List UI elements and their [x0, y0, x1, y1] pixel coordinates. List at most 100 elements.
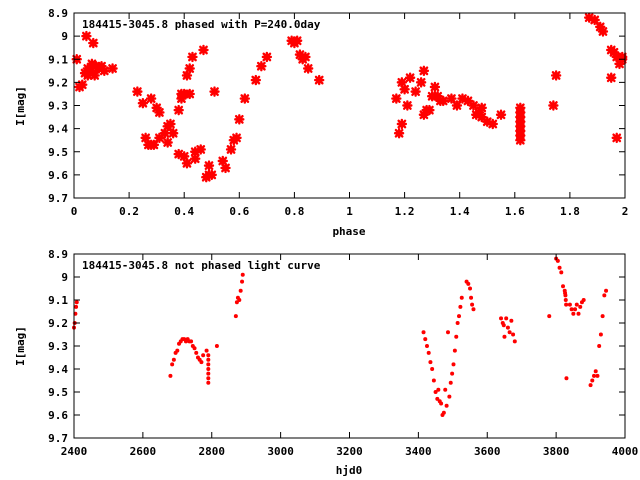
- data-point: [471, 307, 476, 312]
- unphased-light-curve-panel: 2400 2600 2800 3000 3200 3400 3600 3800 4000 8.9…: [14, 248, 638, 477]
- data-point: [443, 387, 448, 392]
- data-point: [396, 118, 408, 130]
- data-point: [563, 298, 568, 302]
- data-point: [300, 51, 311, 63]
- data-point: [137, 97, 149, 109]
- data-point: [451, 362, 456, 367]
- data-point: [165, 118, 176, 130]
- data-point: [499, 316, 504, 321]
- data-point: [564, 376, 569, 381]
- data-point: [448, 380, 453, 385]
- data-point: [429, 81, 441, 93]
- data-point: [88, 37, 99, 49]
- data-point: [555, 258, 560, 263]
- data-point: [220, 162, 231, 174]
- data-point: [583, 12, 595, 23]
- data-point: [466, 281, 471, 286]
- data-point: [234, 114, 245, 125]
- data-point: [402, 100, 413, 111]
- data-point: [240, 272, 245, 277]
- data-point: [564, 302, 569, 307]
- data-point: [393, 128, 405, 139]
- data-point: [511, 332, 516, 337]
- data-point: [473, 107, 485, 118]
- data-point: [515, 134, 526, 146]
- data-point: [77, 79, 88, 90]
- data-point: [444, 403, 449, 408]
- data-point: [261, 51, 273, 63]
- data-point: [557, 265, 562, 270]
- data-point: [148, 139, 160, 151]
- data-point: [206, 357, 211, 362]
- y-tick-label: 9.4: [48, 123, 68, 136]
- x-tick-label: 0.6: [229, 205, 249, 218]
- data-point: [457, 314, 462, 319]
- data-point: [181, 70, 193, 81]
- data-point: [198, 44, 209, 56]
- x-tick-label: 3800: [543, 445, 570, 458]
- x-tick-label: 1: [346, 205, 353, 218]
- data-point: [291, 35, 303, 46]
- y-tick-label: 9.7: [48, 432, 68, 445]
- unphased-x-ticks: 2400 2600 2800 3000 3200 3400 3600 3800 4000: [61, 254, 638, 458]
- data-point: [173, 148, 184, 160]
- data-point: [590, 378, 595, 383]
- data-point: [595, 21, 606, 33]
- data-point: [201, 353, 206, 358]
- data-point: [454, 334, 459, 339]
- phased-light-curve-panel: 0 0.2 0.4 0.6 0.8 1 1.2 1.4 1.6 1.8 2 8.9 9 9.1 9.2 9.…: [14, 7, 628, 238]
- data-point: [89, 70, 100, 81]
- data-point: [597, 26, 609, 37]
- unphased-plot-frame: [73, 253, 626, 439]
- data-point: [187, 51, 198, 63]
- data-point: [225, 144, 237, 155]
- y-tick-label: 9.6: [48, 409, 68, 422]
- data-point: [238, 288, 243, 293]
- data-point: [189, 339, 194, 344]
- unphased-data-points: [72, 256, 609, 417]
- data-point: [597, 344, 602, 348]
- y-tick-label: 9.6: [48, 169, 68, 182]
- data-point: [181, 158, 193, 169]
- data-point: [86, 58, 98, 70]
- y-tick-label: 9.3: [48, 100, 68, 113]
- data-point: [206, 380, 211, 385]
- data-point: [194, 350, 199, 355]
- data-point: [476, 111, 487, 123]
- data-point: [512, 339, 517, 344]
- data-point: [231, 132, 242, 144]
- phased-data-points: [71, 12, 628, 183]
- data-point: [239, 93, 251, 104]
- data-point: [469, 295, 474, 300]
- x-tick-label: 1.2: [395, 205, 415, 218]
- data-point: [476, 102, 487, 114]
- phased-y-axis-label: I[mag]: [14, 86, 27, 126]
- data-point: [445, 330, 450, 335]
- data-point: [217, 155, 228, 167]
- x-tick-label: 2: [622, 205, 629, 218]
- data-point: [431, 378, 436, 383]
- data-point: [428, 360, 433, 365]
- data-point: [399, 84, 410, 95]
- data-point: [421, 330, 426, 335]
- data-point: [430, 367, 435, 371]
- data-point: [175, 348, 180, 353]
- unphased-y-axis-label: I[mag]: [14, 326, 27, 366]
- data-point: [426, 350, 431, 355]
- data-point: [507, 330, 512, 335]
- data-point: [501, 323, 506, 328]
- data-point: [313, 74, 325, 86]
- unphased-plot-title: 184415-3045.8 not phased light curve: [82, 259, 321, 272]
- data-point: [154, 132, 165, 144]
- data-point: [495, 109, 507, 120]
- data-point: [184, 88, 195, 100]
- data-point: [418, 65, 430, 77]
- x-tick-label: 0.8: [284, 205, 304, 218]
- data-point: [206, 353, 211, 358]
- data-point: [451, 100, 463, 111]
- data-point: [190, 153, 201, 164]
- phased-plot-title: 184415-3045.8 phased with P=240.0day: [82, 18, 321, 31]
- data-point: [457, 93, 468, 104]
- data-point: [173, 104, 184, 116]
- phased-x-axis-label: phase: [332, 225, 365, 238]
